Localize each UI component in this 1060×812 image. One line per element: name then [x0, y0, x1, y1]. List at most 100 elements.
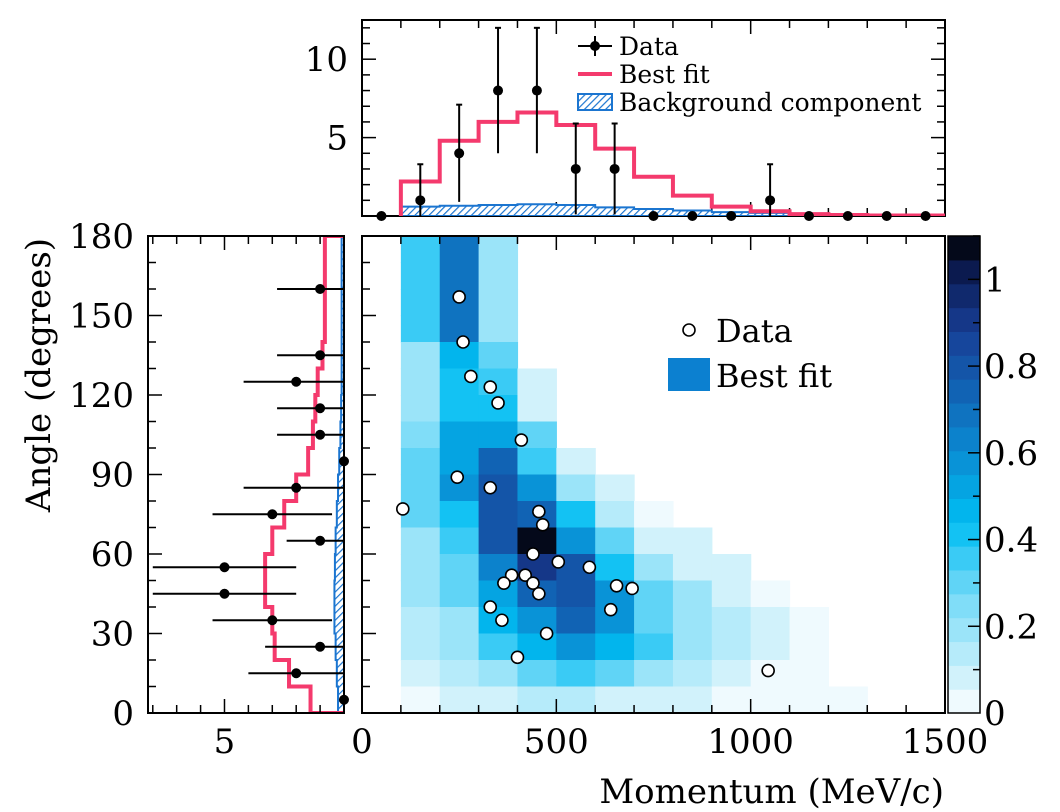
heatmap-cell: [634, 607, 674, 635]
left-background-histogram: [333, 236, 344, 713]
heatmap-cell: [478, 421, 519, 449]
left-data-point: [315, 403, 326, 414]
heatmap-cell: [400, 660, 441, 688]
top-data-point: [531, 85, 542, 96]
heatmap-cell: [595, 660, 635, 688]
colorbar-tick-label: 0.2: [984, 607, 1038, 647]
heatmap-cell: [439, 527, 480, 555]
heatmap-data-point: [483, 380, 498, 394]
left-data-point: [315, 350, 326, 361]
heatmap-cell: [478, 501, 519, 529]
legend-data-marker: [590, 41, 600, 51]
colorbar: 0 0.2 0.4 0.6 0.8 1: [947, 235, 1038, 734]
heatmap-cell: [789, 633, 829, 661]
heatmap-data-points: [396, 290, 775, 678]
heatmap-data-point: [514, 433, 529, 447]
heatmap-cell: [400, 262, 441, 290]
heatmap-cell: [478, 660, 519, 688]
heatmap-cell: [439, 660, 480, 688]
heatmap-data-point: [603, 602, 618, 617]
colorbar-level: [948, 379, 980, 404]
colorbar-frame: [947, 235, 981, 714]
heatmap-cell: [517, 395, 557, 423]
heatmap-cell: [711, 660, 752, 688]
heatmap-cell: [400, 289, 441, 317]
heatmap-cell: [556, 580, 596, 608]
top-legend: Data Best fit Background component: [577, 32, 921, 117]
left-data-point: [291, 482, 302, 493]
heatmap-data-point: [483, 480, 498, 495]
heatmap-cell: [517, 474, 557, 502]
colorbar-level: [948, 546, 980, 571]
heatmap-cell: [634, 660, 674, 688]
heatmap-cell: [478, 527, 519, 555]
heatmap-cell: [478, 342, 519, 370]
left-y-tick-label: 120: [69, 376, 134, 416]
heatmap-cell: [595, 686, 635, 713]
heatmap-cell: [634, 633, 674, 661]
heatmap-data-point: [497, 576, 511, 590]
heatmap-cell: [400, 421, 441, 449]
top-panel: 5 10 Data Best fit Background component: [305, 19, 946, 221]
top-best-fit-histogram: [398, 110, 945, 216]
heatmap-cell: [400, 395, 441, 423]
main-legend-data-label: Data: [716, 312, 793, 350]
heatmap-cell: [750, 607, 791, 635]
heatmap-cell: [556, 474, 596, 502]
heatmap-cell: [711, 580, 752, 608]
heatmap-cell: [595, 474, 635, 502]
colorbar-level: [948, 569, 980, 595]
heatmap-cell: [672, 527, 713, 555]
top-legend-fit-label: Best fit: [619, 60, 710, 89]
left-data-point: [291, 376, 302, 387]
left-ticks: [148, 235, 321, 714]
heatmap-cell: [517, 686, 557, 713]
heatmap-cell: [634, 554, 674, 582]
heatmap-cell: [595, 554, 635, 582]
colorbar-level: [948, 236, 980, 261]
top-tick-labels: 5 10: [305, 40, 348, 158]
legend-background-swatch: [577, 93, 613, 111]
heatmap-data-point: [464, 369, 478, 384]
top-data-point: [803, 211, 814, 221]
left-data-points: [152, 284, 349, 705]
heatmap-data-point: [450, 470, 465, 484]
heatmap-cell: [828, 686, 868, 713]
heatmap-cell: [595, 527, 635, 555]
heatmap-cell: [672, 633, 713, 661]
left-data-point: [219, 588, 230, 599]
left-data-point: [339, 456, 349, 467]
heatmap-data-point: [452, 290, 466, 304]
heatmap-cell: [400, 607, 441, 635]
heatmap-cell: [439, 580, 480, 608]
heatmap-cell: [439, 686, 480, 713]
heatmap-data-point: [526, 576, 540, 590]
top-data-point: [648, 211, 659, 221]
heatmap-cell: [478, 686, 519, 713]
heatmap-cell: [595, 501, 635, 529]
colorbar-level: [948, 450, 980, 476]
legend-open-data-marker: [682, 323, 696, 337]
left-data-point: [219, 562, 230, 573]
heatmap-cell: [478, 289, 519, 317]
heatmap-data-point: [483, 600, 498, 614]
heatmap-cell: [400, 342, 441, 370]
colorbar-tick-label: 0.6: [984, 434, 1038, 474]
heatmap-cells: [400, 236, 868, 713]
left-y-tick-label: 30: [91, 615, 134, 655]
main-ticks: [361, 235, 946, 714]
heatmap-cell: [556, 448, 596, 476]
heatmap-cell: [750, 686, 791, 713]
top-data-points: [376, 26, 931, 221]
heatmap-data-point: [625, 581, 639, 596]
heatmap-cell: [400, 448, 441, 476]
heatmap-cell: [672, 580, 713, 608]
left-data-point: [315, 284, 326, 294]
heatmap-cell: [439, 554, 480, 582]
colorbar-level: [948, 402, 980, 428]
heatmap-cell: [672, 660, 713, 688]
colorbar-tick-labels: 0 0.2 0.4 0.6 0.8 1: [984, 260, 1038, 734]
heatmap-data-point: [532, 586, 546, 601]
heatmap-cell: [439, 448, 480, 476]
heatmap-cell: [400, 580, 441, 608]
